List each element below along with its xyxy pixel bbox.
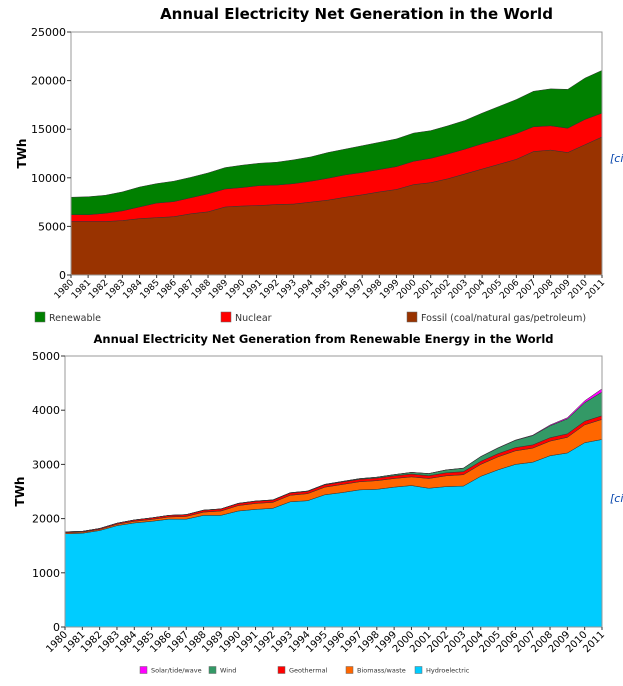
legend-swatch: [139, 666, 148, 674]
y-tick-label: 5000: [32, 350, 60, 363]
y-tick-label: 15000: [31, 123, 66, 136]
legend-label: Geothermal: [289, 666, 328, 674]
legend-swatch: [406, 311, 418, 323]
legend-swatch: [414, 666, 423, 674]
legend-label: Renewable: [49, 313, 101, 324]
legend-label: Nuclear: [235, 313, 272, 324]
y-axis-label: TWh: [13, 477, 27, 507]
y-tick-label: 4000: [32, 404, 60, 417]
citation-needed-link-2[interactable]: [ci: [610, 492, 623, 505]
plot-frame: [64, 355, 603, 628]
x-tick-label: 2011: [584, 278, 607, 301]
legend-swatch: [208, 666, 217, 674]
legend-label: Solar/tide/wave: [151, 666, 202, 674]
legend-swatch: [220, 311, 232, 323]
legend-label: Fossil (coal/natural gas/petroleum): [421, 313, 586, 324]
plot-frame: [70, 31, 603, 276]
legend-label: Hydroelectric: [426, 666, 470, 674]
legend-label: Biomass/waste: [357, 666, 406, 674]
legend-swatch: [345, 666, 354, 674]
legend-label: Wind: [220, 666, 236, 674]
area-hydroelectric: [64, 439, 603, 628]
y-tick-label: 3000: [32, 458, 60, 471]
citation-needed-link-1[interactable]: [ci: [610, 152, 623, 165]
legend-swatch: [277, 666, 286, 674]
y-tick-label: 10000: [31, 172, 66, 185]
y-tick-label: 0: [53, 621, 60, 634]
legend-swatch: [34, 311, 46, 323]
chart-title: Annual Electricity Net Generation from R…: [93, 332, 553, 346]
y-tick-label: 25000: [31, 26, 66, 39]
y-tick-label: 0: [59, 269, 66, 282]
chart-title: Annual Electricity Net Generation in the…: [160, 5, 553, 23]
y-tick-label: 2000: [32, 513, 60, 526]
y-tick-label: 20000: [31, 75, 66, 88]
y-axis-label: TWh: [15, 139, 29, 169]
y-tick-label: 1000: [32, 567, 60, 580]
y-tick-label: 5000: [38, 220, 66, 233]
